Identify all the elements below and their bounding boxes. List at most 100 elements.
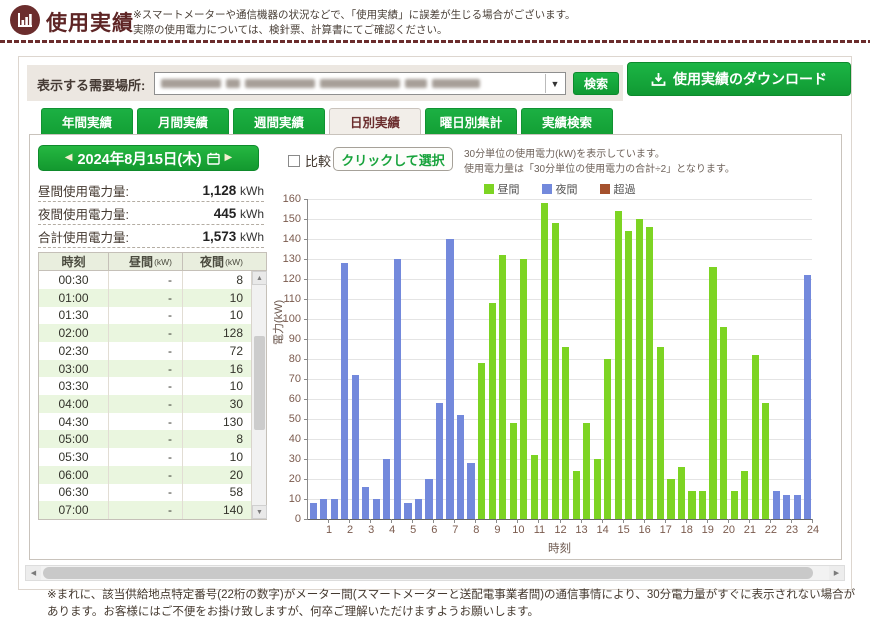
legend-item-day: 昼間: [483, 181, 520, 197]
table-row: 05:30- 10: [39, 448, 251, 466]
bar-22:30: [772, 491, 780, 519]
cell-night: 8: [236, 432, 243, 447]
daily-usage-panel: ◀ 2024年8月15日(木) ▶ 昼間使用電力量: 1,128 kWh 夜間使用電…: [29, 134, 842, 560]
cell-day: -: [109, 324, 183, 342]
cell-night: 128: [222, 326, 243, 341]
download-icon: [651, 72, 666, 86]
bar-01:30: [330, 499, 338, 519]
bar-20:30: [730, 491, 738, 519]
x-tick: [622, 519, 624, 523]
tab-4[interactable]: 日別実績: [329, 108, 421, 135]
horizontal-scroll-thumb[interactable]: [43, 567, 813, 579]
tab-1[interactable]: 年間実績: [41, 108, 133, 135]
x-tick: [517, 519, 519, 523]
cell-day: -: [109, 501, 183, 519]
gridline: [308, 319, 812, 320]
scroll-up-icon[interactable]: ▲: [252, 271, 267, 286]
x-tick: [370, 519, 372, 523]
y-tick-label: 50: [288, 413, 301, 425]
y-tick-label: 130: [282, 253, 301, 265]
horizontal-scrollbar[interactable]: ◀ ▶: [25, 565, 845, 581]
scroll-down-icon[interactable]: ▼: [252, 505, 267, 519]
x-tick: [748, 519, 750, 523]
gridline: [308, 459, 812, 460]
summary-row: 昼間使用電力量: 1,128 kWh: [38, 179, 264, 202]
gridline: [308, 479, 812, 480]
cell-time: 05:00: [39, 430, 109, 449]
x-tick-label: 7: [452, 524, 459, 536]
cell-time: 06:30: [39, 483, 109, 502]
y-tick: [304, 359, 308, 360]
x-tick-label: 6: [431, 524, 438, 536]
scroll-right-icon[interactable]: ▶: [829, 566, 844, 580]
cell-night: 8: [236, 273, 243, 287]
table-scrollbar[interactable]: ▲ ▼: [251, 271, 267, 519]
tab-5[interactable]: 曜日別集計: [425, 108, 517, 135]
cell-time: 02:00: [39, 324, 109, 342]
bar-12:30: [562, 347, 570, 519]
cell-day: -: [109, 359, 183, 378]
x-tick-label: 23: [785, 524, 799, 536]
usage-summary: 昼間使用電力量: 1,128 kWh 夜間使用電力量: 445 kWh 合計使用電力量:…: [38, 179, 264, 248]
tab-3[interactable]: 週間実績: [233, 108, 325, 135]
table-row: 02:00- 128: [39, 324, 251, 342]
prev-day-icon[interactable]: ◀: [64, 152, 73, 163]
date-navigator[interactable]: ◀ 2024年8月15日(木) ▶: [38, 145, 259, 171]
table-row: 06:30- 58: [39, 483, 251, 502]
next-day-icon[interactable]: ▶: [224, 152, 233, 163]
cell-day: -: [109, 341, 183, 360]
chart-legend: 昼間 夜間 超過: [307, 181, 812, 197]
y-tick-label: 40: [288, 433, 301, 445]
bar-07:00: [446, 239, 454, 519]
bar-18:00: [677, 467, 686, 519]
y-tick-label: 0: [294, 513, 301, 525]
location-toolbar: 表示する需要場所: ▼ 検索: [27, 65, 623, 101]
bar-07:30: [456, 415, 465, 519]
legend-swatch: [483, 184, 494, 194]
bar-05:00: [404, 503, 412, 519]
cell-time: 05:30: [39, 448, 109, 466]
x-tick: [454, 519, 456, 523]
bar-04:30: [393, 259, 401, 519]
bar-14:30: [604, 359, 612, 519]
bar-05:30: [414, 499, 423, 519]
x-tick: [727, 519, 729, 523]
x-tick: [706, 519, 708, 523]
table-row: 04:30- 130: [39, 412, 251, 431]
chevron-down-icon[interactable]: ▼: [545, 74, 564, 93]
cell-time: 02:30: [39, 341, 109, 360]
column-unit: (kW): [225, 256, 243, 267]
table-row: 00:30- 8: [39, 271, 251, 289]
bar-04:00: [383, 459, 391, 519]
bar-21:00: [741, 471, 749, 519]
calendar-icon[interactable]: [206, 152, 220, 165]
x-tick: [601, 519, 603, 523]
table-scroll-thumb[interactable]: [254, 335, 265, 430]
click-to-select-button[interactable]: クリックして選択: [333, 147, 453, 171]
tab-2[interactable]: 月間実績: [137, 108, 229, 135]
bar-11:00: [530, 455, 538, 519]
y-tick-label: 30: [288, 453, 301, 465]
cell-time: 04:00: [39, 395, 109, 413]
bar-06:00: [425, 479, 433, 519]
gridline: [308, 259, 812, 260]
bar-17:00: [656, 347, 664, 519]
bar-08:30: [478, 363, 486, 519]
bar-16:30: [646, 227, 654, 519]
bar-08:00: [467, 463, 475, 519]
bar-10:30: [520, 259, 528, 519]
search-button[interactable]: 検索: [573, 72, 619, 95]
download-button[interactable]: 使用実績のダウンロード: [627, 62, 851, 96]
compare-checkbox[interactable]: [288, 154, 300, 167]
bar-21:30: [751, 355, 759, 519]
location-select[interactable]: ▼: [154, 72, 566, 95]
redacted-location-text: [161, 79, 480, 88]
bar-23:00: [783, 495, 791, 519]
tab-6[interactable]: 実績検索: [521, 108, 613, 135]
scroll-left-icon[interactable]: ◀: [26, 566, 41, 580]
x-tick-label: 12: [554, 524, 567, 536]
gridline: [308, 419, 812, 420]
x-tick-label: 14: [596, 524, 609, 536]
legend-label: 昼間: [497, 184, 520, 196]
cell-night: 16: [229, 361, 243, 376]
